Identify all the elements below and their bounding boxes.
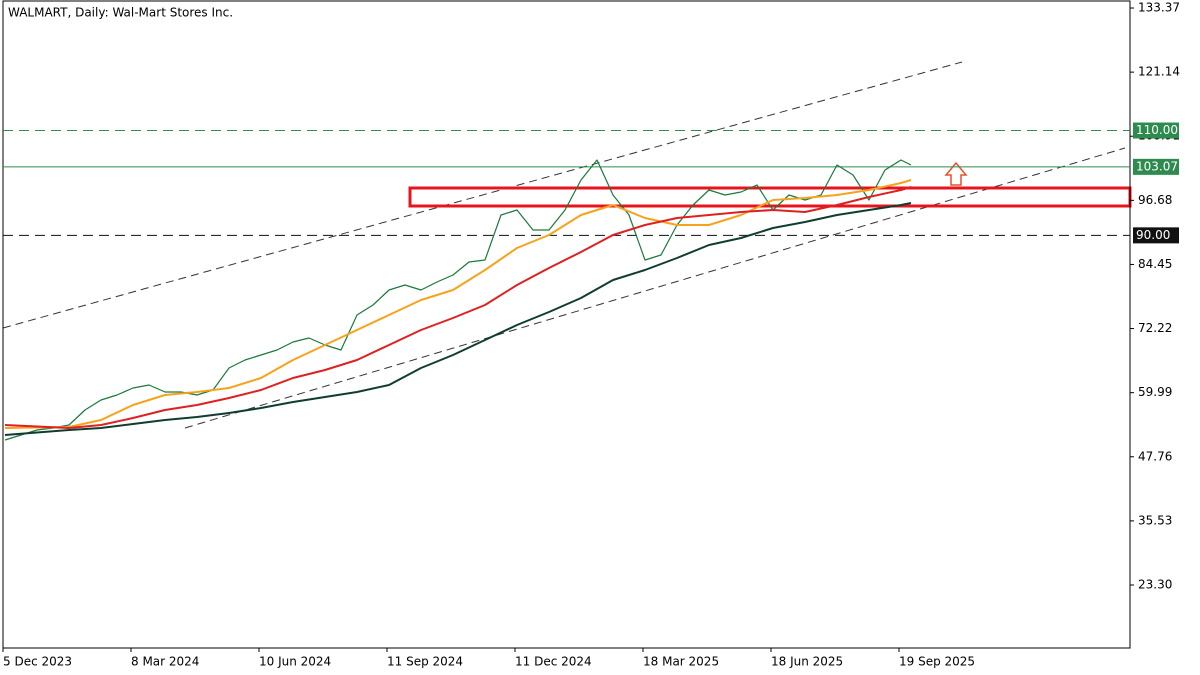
level-label-box [1133,227,1179,244]
up-arrow [944,161,968,186]
y-tick-label: 121.14 [1138,65,1180,79]
y-tick-label: 23.30 [1138,577,1172,591]
y-tick-label: 35.53 [1138,513,1172,527]
trend-line [2,61,963,329]
series-line [4,202,912,436]
chart-title: WALMART, Daily: Wal-Mart Stores Inc. [8,6,233,20]
y-tick-label: 72.22 [1138,321,1172,335]
x-tick-label: 18 Jun 2025 [771,655,843,669]
y-tick-label: 133.37 [1138,1,1180,15]
x-tick-label: 11 Dec 2024 [515,655,592,669]
level-label-box [1133,122,1179,139]
x-tick-label: 11 Sep 2024 [387,655,463,669]
x-tick-label: 5 Dec 2023 [3,655,72,669]
level-label-box [1133,158,1179,175]
x-tick-label: 8 Mar 2024 [131,655,199,669]
y-tick-label: 96.68 [1138,193,1172,207]
x-tick-label: 19 Sep 2025 [899,655,975,669]
level-label: 103.07 [1136,159,1178,173]
x-tick-label: 10 Jun 2024 [259,655,331,669]
series-line [4,179,912,429]
plot-frame [2,0,1131,649]
series-line [4,186,912,429]
level-label: 90.00 [1136,228,1170,242]
series-line [4,159,912,441]
y-tick-label: 59.99 [1138,385,1172,399]
x-tick-label: 18 Mar 2025 [643,655,719,669]
level-label: 110.00 [1136,123,1178,137]
trend-line [184,147,1126,429]
y-tick-label: 84.45 [1138,257,1172,271]
y-tick-label: 47.76 [1138,449,1172,463]
